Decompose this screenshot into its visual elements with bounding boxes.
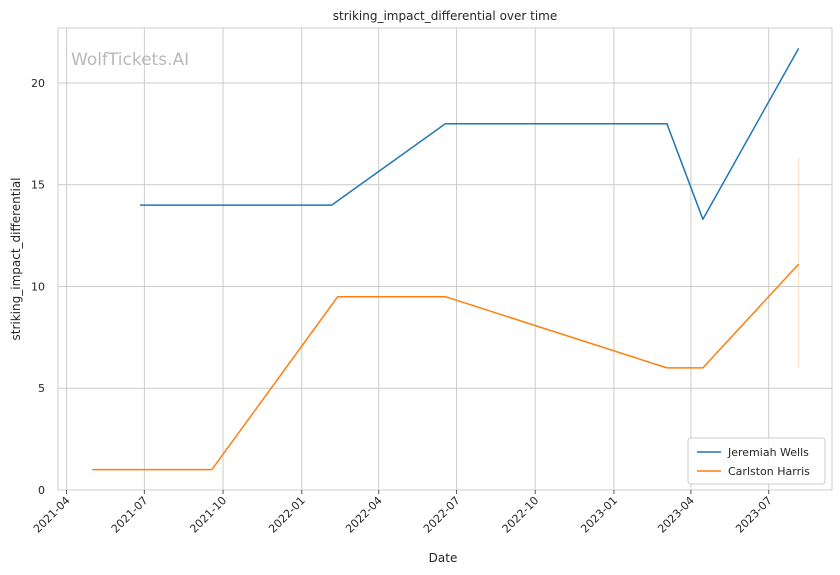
y-tick-label: 5 — [38, 382, 45, 395]
x-tick-label: 2022-04 — [343, 494, 385, 536]
x-tick-label: 2022-07 — [421, 494, 463, 536]
x-axis-ticks: 2021-04 2021-07 2021-10 2022-01 2022-04 2022-… — [31, 490, 775, 536]
series-jeremiah-wells — [140, 48, 800, 221]
x-tick-label: 2021-07 — [109, 494, 151, 536]
series-line — [140, 48, 800, 221]
legend-label: Jeremiah Wells — [727, 446, 809, 459]
watermark: WolfTickets.AI — [71, 50, 189, 70]
x-tick-label: 2021-10 — [187, 494, 229, 536]
plot-background — [58, 28, 832, 490]
y-tick-label: 20 — [31, 77, 45, 90]
y-tick-label: 15 — [31, 179, 45, 192]
y-tick-label: 10 — [31, 280, 45, 293]
chart-title: striking_impact_differential over time — [333, 9, 558, 23]
y-axis-label: striking_impact_differential — [9, 177, 23, 340]
x-tick-label: 2023-07 — [733, 494, 775, 536]
x-tick-label: 2023-01 — [578, 494, 620, 536]
x-tick-label: 2023-04 — [655, 494, 697, 536]
y-tick-label: 0 — [38, 484, 45, 497]
x-tick-label: 2022-10 — [500, 494, 542, 536]
legend-box — [687, 437, 826, 485]
series-line — [92, 263, 800, 471]
x-axis-label: Date — [429, 551, 458, 565]
x-tick-label: 2022-01 — [266, 494, 308, 536]
series-layer — [92, 48, 800, 471]
legend-label: Carlston Harris — [728, 465, 810, 478]
legend: Jeremiah Wells Carlston Harris — [687, 437, 826, 485]
y-axis-ticks: 0 5 10 15 20 — [31, 77, 45, 497]
series-carlston-harris — [92, 158, 800, 471]
x-tick-label: 2021-04 — [31, 494, 73, 536]
plot-frame — [57, 27, 833, 491]
